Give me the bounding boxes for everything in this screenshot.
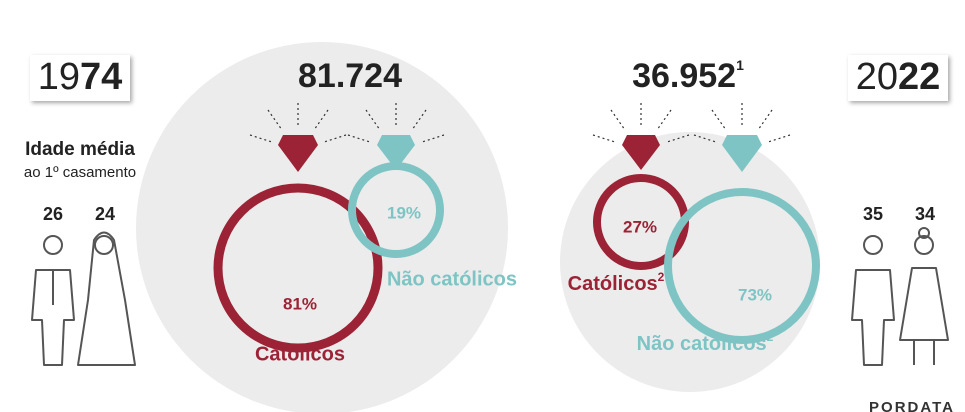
year: 1974 (38, 56, 123, 98)
gem (377, 135, 415, 170)
source: PORDATA (869, 399, 955, 412)
gem (722, 135, 762, 172)
rays (249, 103, 347, 143)
gem (278, 135, 318, 172)
year-bold: 74 (80, 56, 122, 98)
note: 1 (736, 57, 744, 73)
year-bold: 22 (898, 56, 940, 98)
total: 36.9521 (632, 57, 744, 95)
catholic-pct: 27% (623, 217, 657, 236)
note: 2 (767, 330, 774, 344)
non-catholic-label: Não católicos2 (637, 330, 774, 355)
total-value: 36.952 (632, 57, 736, 95)
year-box (848, 55, 948, 101)
year-light: 20 (856, 56, 898, 98)
year-light: 19 (38, 56, 80, 98)
non-catholic-pct: 19% (387, 203, 421, 222)
gem (622, 135, 660, 170)
groom-age: 26 (43, 204, 63, 224)
year-box (30, 55, 130, 101)
bride-age: 24 (95, 204, 115, 224)
bride-age: 34 (915, 204, 935, 224)
couple-1974 (31, 231, 136, 366)
bg-circle-1974 (136, 42, 508, 412)
couple-2022 (851, 227, 949, 366)
label: Católicos (568, 273, 658, 295)
catholic-pct: 81% (283, 294, 317, 313)
ring-non-catholic (664, 188, 820, 344)
non-catholic-label: Não católicos (387, 268, 517, 290)
groom-age: 35 (863, 204, 883, 224)
rays (693, 103, 791, 143)
ring-catholic (213, 183, 383, 353)
catholic-label: Católicos2 (568, 270, 665, 295)
note: 2 (658, 270, 665, 284)
label: Não católicos (637, 333, 767, 355)
total: 81.724 (298, 57, 402, 95)
age-subtitle: ao 1º casamento (24, 164, 136, 181)
age-title: Idade média (25, 139, 135, 160)
non-catholic-pct: 73% (738, 285, 772, 304)
year: 2022 (856, 56, 941, 98)
rays (592, 103, 690, 143)
catholic-label: Católicos (255, 343, 345, 365)
rays (347, 103, 445, 143)
